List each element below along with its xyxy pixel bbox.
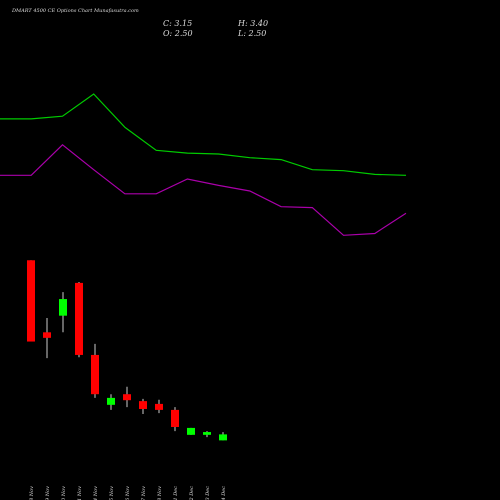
x-tick-label: 20 Nov bbox=[61, 486, 67, 500]
x-tick-label: 27 Nov bbox=[141, 486, 147, 500]
candle-body bbox=[171, 409, 179, 427]
candle-body bbox=[59, 299, 67, 316]
x-tick-label: 21 Nov bbox=[77, 486, 83, 500]
x-tick-label: 04 Dec bbox=[221, 486, 227, 500]
x-tick-label: 01 Dec bbox=[173, 486, 179, 500]
x-tick-label: 25 Nov bbox=[109, 486, 115, 500]
candle-body bbox=[75, 282, 83, 355]
x-tick-label: 02 Dec bbox=[189, 486, 195, 500]
candle-body bbox=[43, 332, 51, 338]
close-label: C: 3.15 bbox=[163, 19, 192, 28]
x-tick-label: 03 Dec bbox=[205, 486, 211, 500]
x-tick-label: 18 Nov bbox=[29, 486, 35, 500]
candle-body bbox=[155, 403, 163, 410]
candle-body bbox=[187, 427, 195, 435]
candle-body bbox=[219, 434, 227, 441]
candle-body bbox=[123, 394, 131, 401]
x-tick-label: 19 Nov bbox=[45, 486, 51, 500]
ma-line bbox=[0, 93, 407, 176]
candle-body bbox=[91, 354, 99, 395]
low-label: L: 2.50 bbox=[237, 29, 266, 38]
candle-body bbox=[139, 401, 147, 409]
open-label: O: 2.50 bbox=[163, 29, 193, 38]
x-tick-label: 28 Nov bbox=[157, 486, 163, 500]
ma-line bbox=[0, 144, 407, 236]
x-tick-label: 24 Nov bbox=[93, 486, 99, 500]
candle-body bbox=[27, 260, 35, 342]
candle-body bbox=[107, 397, 115, 405]
chart-title: DMART 4500 CE Options Chart Munafasutra.… bbox=[11, 8, 139, 14]
x-tick-label: 26 Nov bbox=[125, 486, 131, 500]
high-label: H: 3.40 bbox=[237, 19, 268, 28]
candle-body bbox=[203, 432, 211, 435]
